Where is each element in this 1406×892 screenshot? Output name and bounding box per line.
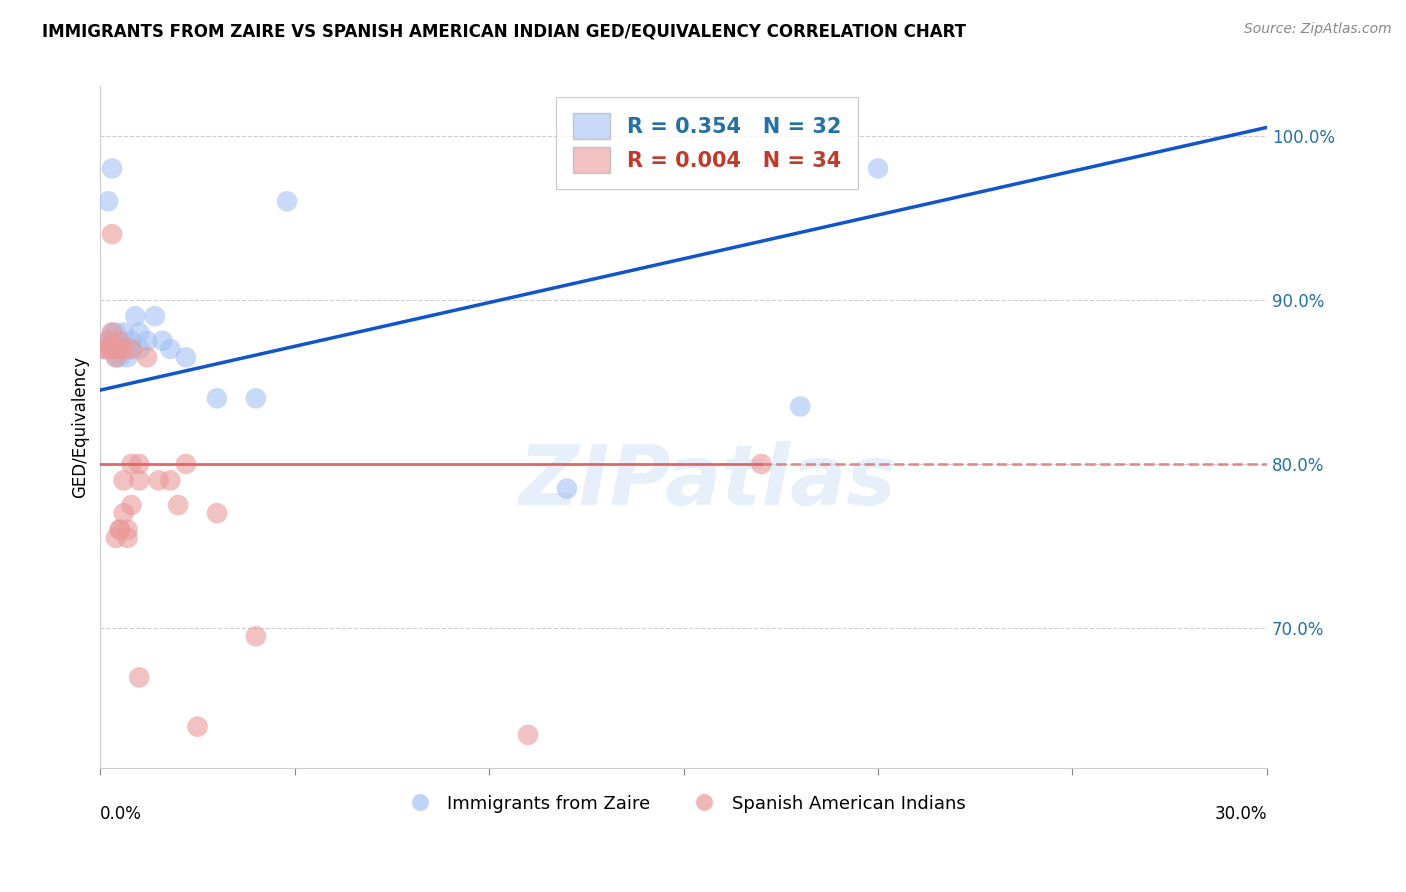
Point bbox=[112, 506, 135, 520]
Point bbox=[117, 342, 139, 356]
Text: Source: ZipAtlas.com: Source: ZipAtlas.com bbox=[1244, 22, 1392, 37]
Point bbox=[112, 474, 135, 488]
Point bbox=[104, 342, 127, 356]
Point bbox=[174, 457, 197, 471]
Point bbox=[136, 334, 159, 348]
Point bbox=[117, 351, 139, 365]
Point bbox=[93, 342, 115, 356]
Point bbox=[101, 342, 124, 356]
Point bbox=[751, 457, 773, 471]
Point bbox=[104, 326, 127, 340]
Point bbox=[120, 342, 142, 356]
Point bbox=[104, 351, 127, 365]
Point bbox=[152, 334, 174, 348]
Point bbox=[167, 498, 190, 512]
Point bbox=[789, 400, 811, 414]
Point bbox=[128, 474, 150, 488]
Point bbox=[128, 326, 150, 340]
Point bbox=[108, 334, 131, 348]
Text: ZIPatlas: ZIPatlas bbox=[517, 441, 896, 522]
Point bbox=[101, 227, 124, 241]
Point bbox=[108, 351, 131, 365]
Point bbox=[101, 342, 124, 356]
Point bbox=[120, 498, 142, 512]
Point bbox=[97, 334, 120, 348]
Point bbox=[93, 342, 115, 356]
Point bbox=[245, 392, 267, 406]
Point bbox=[245, 629, 267, 643]
Point bbox=[97, 194, 120, 209]
Point bbox=[868, 161, 890, 176]
Point bbox=[112, 342, 135, 356]
Legend: Immigrants from Zaire, Spanish American Indians: Immigrants from Zaire, Spanish American … bbox=[395, 788, 973, 820]
Point bbox=[276, 194, 298, 209]
Point bbox=[112, 342, 135, 356]
Point bbox=[117, 523, 139, 537]
Point bbox=[108, 342, 131, 356]
Text: 30.0%: 30.0% bbox=[1215, 805, 1267, 823]
Point bbox=[517, 728, 540, 742]
Point bbox=[128, 342, 150, 356]
Text: IMMIGRANTS FROM ZAIRE VS SPANISH AMERICAN INDIAN GED/EQUIVALENCY CORRELATION CHA: IMMIGRANTS FROM ZAIRE VS SPANISH AMERICA… bbox=[42, 22, 966, 40]
Point bbox=[555, 482, 578, 496]
Point bbox=[128, 457, 150, 471]
Point bbox=[97, 342, 120, 356]
Point bbox=[205, 392, 228, 406]
Point bbox=[101, 326, 124, 340]
Point bbox=[97, 342, 120, 356]
Point bbox=[108, 523, 131, 537]
Point bbox=[187, 720, 209, 734]
Point bbox=[104, 351, 127, 365]
Y-axis label: GED/Equivalency: GED/Equivalency bbox=[72, 356, 89, 498]
Point bbox=[120, 457, 142, 471]
Point bbox=[124, 309, 146, 323]
Text: 0.0%: 0.0% bbox=[100, 805, 142, 823]
Point bbox=[112, 326, 135, 340]
Point bbox=[120, 334, 142, 348]
Point bbox=[143, 309, 166, 323]
Point bbox=[128, 670, 150, 684]
Point bbox=[108, 523, 131, 537]
Point bbox=[97, 334, 120, 348]
Point bbox=[136, 351, 159, 365]
Point bbox=[101, 161, 124, 176]
Point bbox=[159, 474, 181, 488]
Point bbox=[120, 342, 142, 356]
Point bbox=[104, 531, 127, 545]
Point bbox=[148, 474, 170, 488]
Point bbox=[108, 334, 131, 348]
Point bbox=[174, 351, 197, 365]
Point bbox=[117, 531, 139, 545]
Point bbox=[101, 326, 124, 340]
Point bbox=[205, 506, 228, 520]
Point bbox=[108, 342, 131, 356]
Point bbox=[159, 342, 181, 356]
